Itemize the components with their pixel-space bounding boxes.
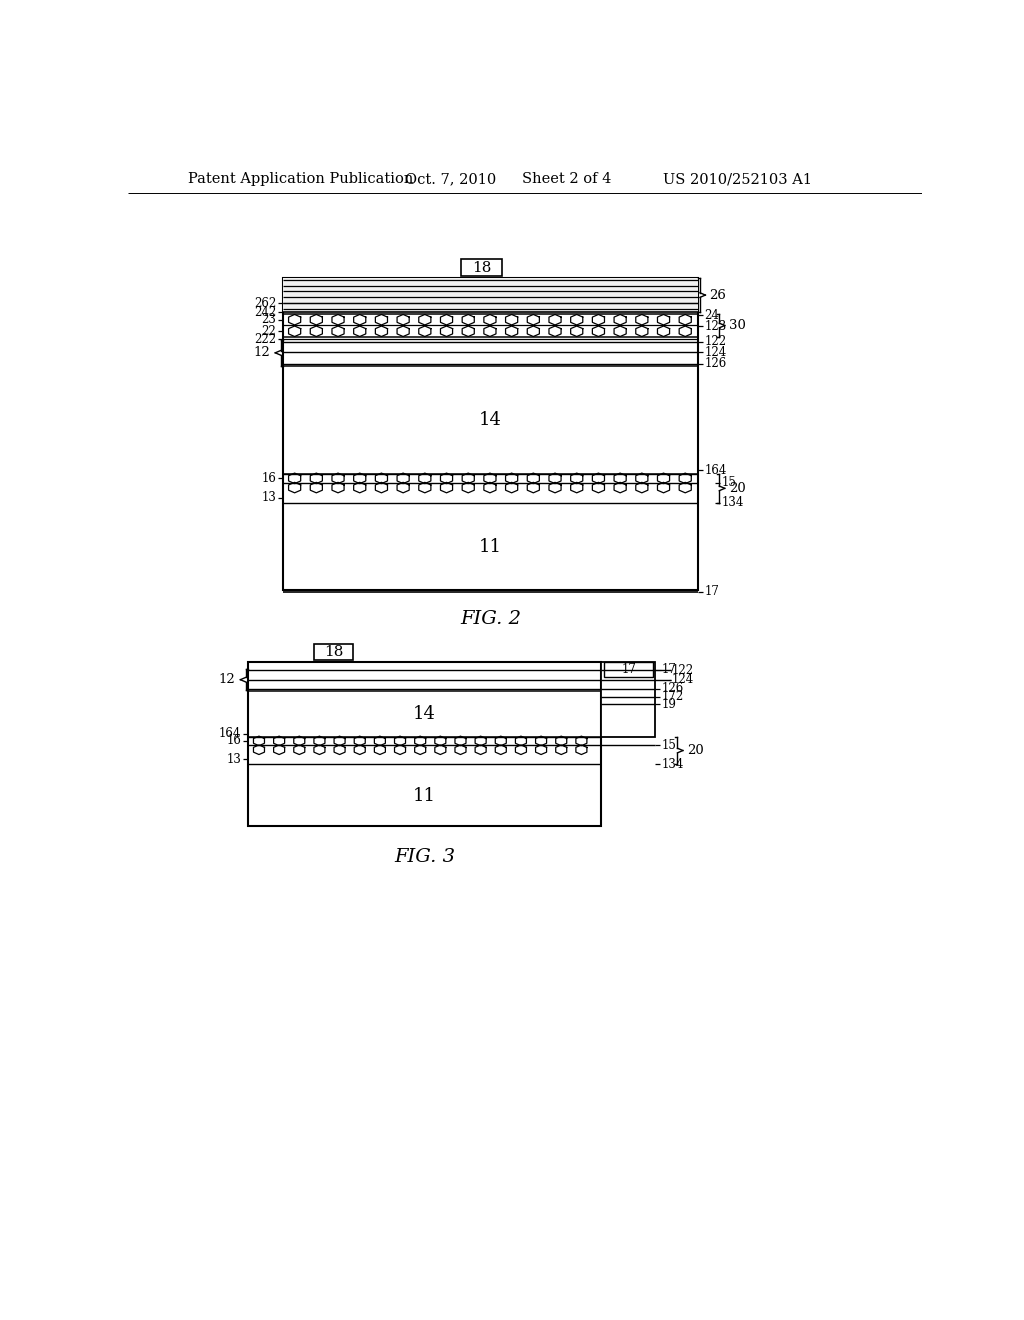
Text: 19: 19 [662,698,677,711]
Bar [248,663,601,826]
Text: 134: 134 [662,758,684,771]
Text: Sheet 2 of 4: Sheet 2 of 4 [521,172,611,186]
Bar [604,663,653,677]
Text: 12: 12 [218,673,234,686]
Text: 20: 20 [729,482,745,495]
Text: 122: 122 [705,335,727,348]
Bar [283,277,697,590]
Text: Patent Application Publication: Patent Application Publication [188,172,414,186]
Bar [314,644,352,660]
Bar [283,277,697,313]
Text: 134: 134 [722,496,744,510]
Text: 17: 17 [705,585,720,598]
Text: 164: 164 [219,727,241,741]
Text: 17: 17 [662,663,677,676]
Text: FIG. 2: FIG. 2 [460,610,521,628]
Text: 16: 16 [226,734,241,747]
Text: 14: 14 [413,705,436,723]
Text: 124: 124 [672,673,694,686]
Text: 18: 18 [472,261,492,275]
Text: 15: 15 [662,739,677,751]
Text: 222: 222 [254,333,276,346]
Text: Oct. 7, 2010: Oct. 7, 2010 [406,172,497,186]
Text: 22: 22 [261,325,276,338]
Text: 126: 126 [662,682,684,696]
Text: 123: 123 [705,319,727,333]
Text: 14: 14 [479,412,502,429]
Text: 17: 17 [622,663,636,676]
Text: 15: 15 [722,477,736,490]
Bar [601,663,655,737]
Text: 262: 262 [254,297,276,310]
Text: 16: 16 [261,471,276,484]
Text: 30: 30 [729,319,745,333]
Text: 172: 172 [662,690,684,704]
Text: 11: 11 [413,787,436,805]
Text: US 2010/252103 A1: US 2010/252103 A1 [663,172,812,186]
Text: 12: 12 [253,346,270,359]
Text: FIG. 3: FIG. 3 [394,847,455,866]
Text: 13: 13 [226,752,241,766]
Text: 126: 126 [705,358,727,371]
Text: 13: 13 [261,491,276,504]
Bar [461,259,502,276]
Text: 242: 242 [254,306,276,319]
Text: 20: 20 [687,744,703,758]
Text: 164: 164 [705,463,727,477]
Text: 23: 23 [261,313,276,326]
Text: 11: 11 [479,539,502,556]
Text: 24: 24 [705,309,720,322]
Text: 124: 124 [705,346,727,359]
Text: 18: 18 [324,645,343,659]
Text: 122: 122 [672,664,694,677]
Text: 26: 26 [710,289,726,301]
